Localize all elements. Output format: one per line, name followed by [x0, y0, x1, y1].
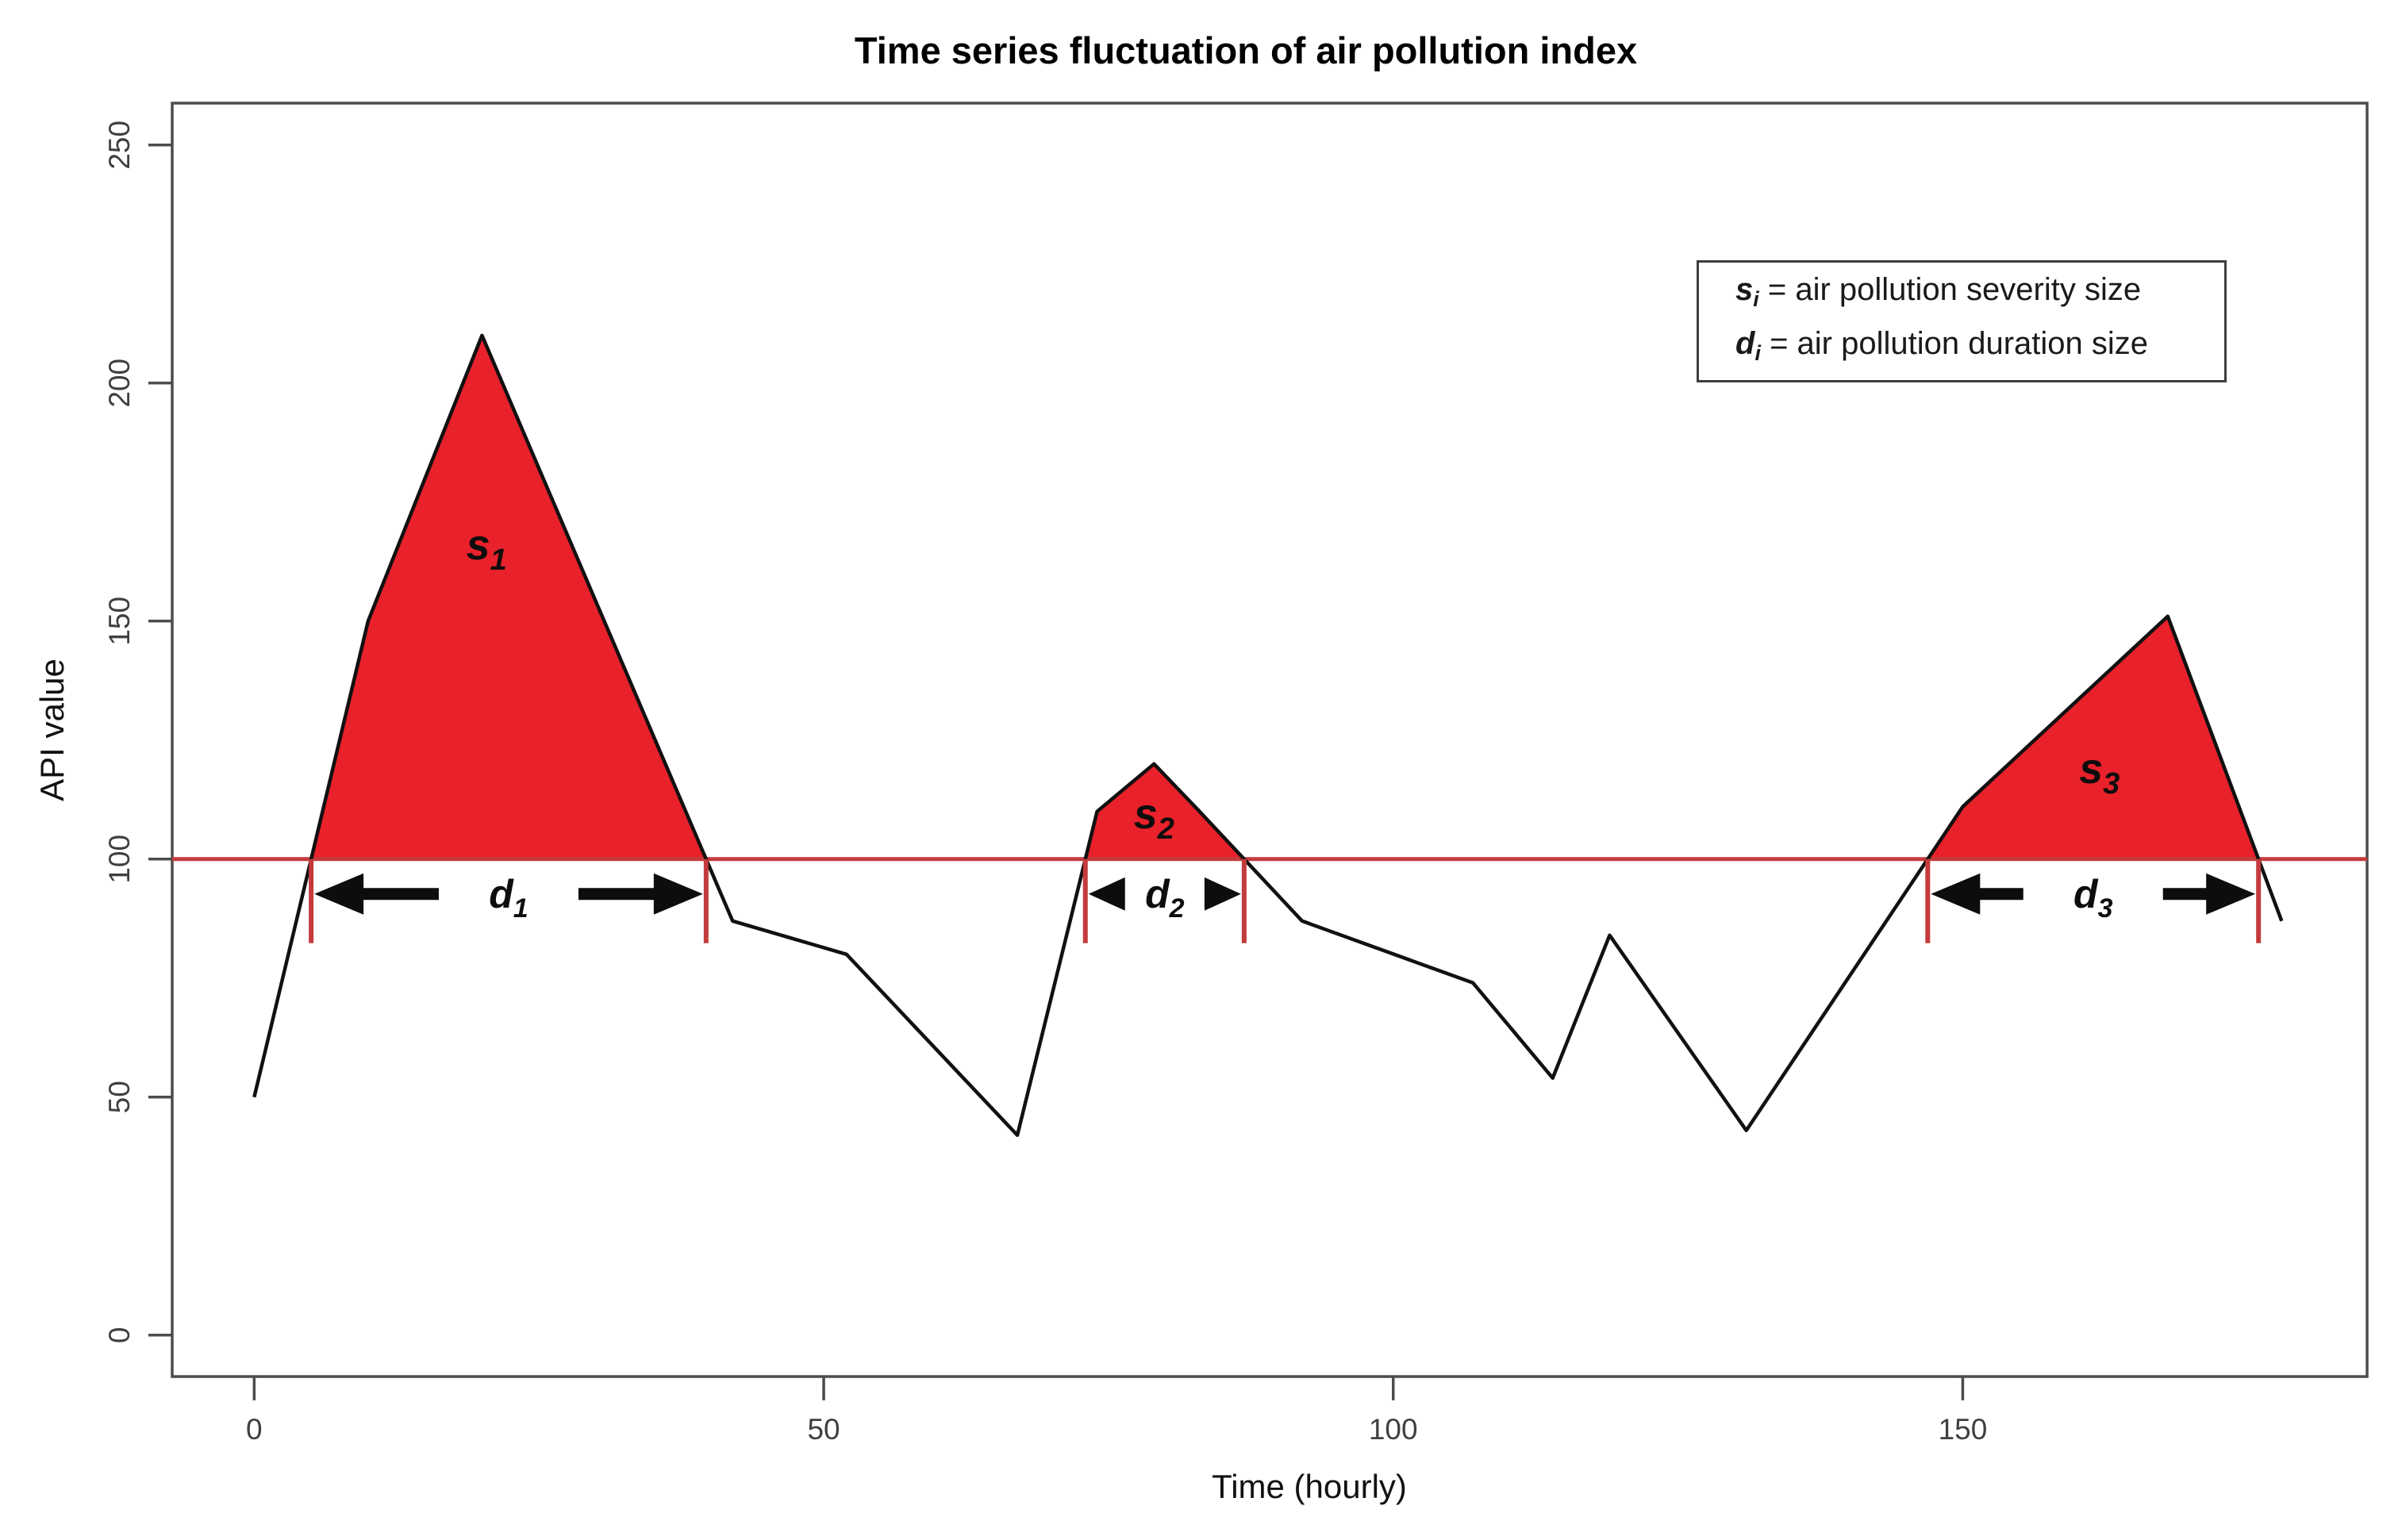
severity-area-3 — [1926, 615, 2260, 861]
duration-symbol-subscript: i — [1754, 341, 1761, 365]
duration-arrowhead-left-3 — [1931, 873, 1981, 915]
axes-layer: 0 50 100 150 0 50 100 150 200 250 — [103, 102, 2369, 1446]
severity-label-1: s1 — [467, 521, 507, 577]
duration-arrowhead-right-2 — [1204, 877, 1241, 911]
severity-label-3: s3 — [2079, 745, 2120, 801]
x-axis-label: Time (hourly) — [1212, 1468, 1407, 1505]
legend-line-duration: di = air pollution duration size — [1735, 321, 2224, 375]
duration-arrowhead-left-2 — [1088, 877, 1125, 911]
data-layer: d1 s1 d2 s2 d3 s3 — [172, 333, 2367, 1138]
x-tick-label-3: 150 — [1939, 1413, 1988, 1446]
duration-symbol: d — [1735, 326, 1755, 361]
x-tick-label-2: 100 — [1369, 1413, 1418, 1446]
severity-area-1 — [309, 334, 708, 861]
y-tick-label-0: 0 — [103, 1327, 136, 1344]
duration-arrowhead-right-1 — [653, 873, 703, 915]
y-tick-label-3: 150 — [103, 597, 136, 646]
chart-title: Time series fluctuation of air pollution… — [855, 29, 1637, 71]
y-tick-label-2: 100 — [103, 835, 136, 884]
duration-label-2: d2 — [1145, 872, 1185, 924]
plot-frame — [171, 102, 2369, 1378]
duration-label-1: d1 — [489, 872, 528, 924]
duration-label-3: d3 — [2073, 872, 2113, 924]
duration-definition-text: = air pollution duration size — [1760, 326, 2149, 361]
x-tick-label-0: 0 — [246, 1413, 263, 1446]
y-tick-label-4: 200 — [103, 359, 136, 408]
api-series-line — [252, 333, 2284, 1138]
severity-symbol: s — [1735, 272, 1754, 307]
y-tick-label-1: 50 — [103, 1081, 136, 1113]
x-tick-label-1: 50 — [807, 1413, 840, 1446]
duration-arrowhead-right-3 — [2206, 873, 2256, 915]
y-axis-label: API value — [33, 659, 71, 801]
legend-box: si = air pollution severity size di = ai… — [1697, 260, 2227, 382]
y-tick-label-5: 250 — [103, 121, 136, 170]
severity-definition-text: = air pollution severity size — [1758, 272, 2142, 307]
severity-label-2: s2 — [1134, 790, 1174, 846]
duration-arrowhead-left-1 — [314, 873, 364, 915]
severity-symbol-subscript: i — [1753, 287, 1759, 311]
legend-line-severity: si = air pollution severity size — [1735, 267, 2224, 321]
